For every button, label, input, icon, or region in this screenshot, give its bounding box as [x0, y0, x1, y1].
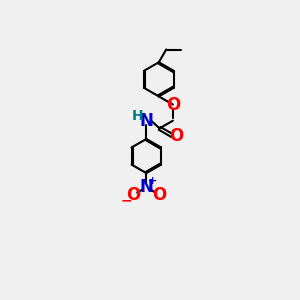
Text: N: N: [140, 178, 153, 196]
Text: O: O: [166, 95, 180, 113]
Text: H: H: [132, 109, 143, 123]
Text: O: O: [152, 186, 167, 204]
Text: O: O: [169, 127, 184, 145]
Text: −: −: [121, 193, 132, 207]
Text: +: +: [148, 176, 158, 186]
Text: N: N: [140, 112, 153, 130]
Text: O: O: [126, 186, 140, 204]
